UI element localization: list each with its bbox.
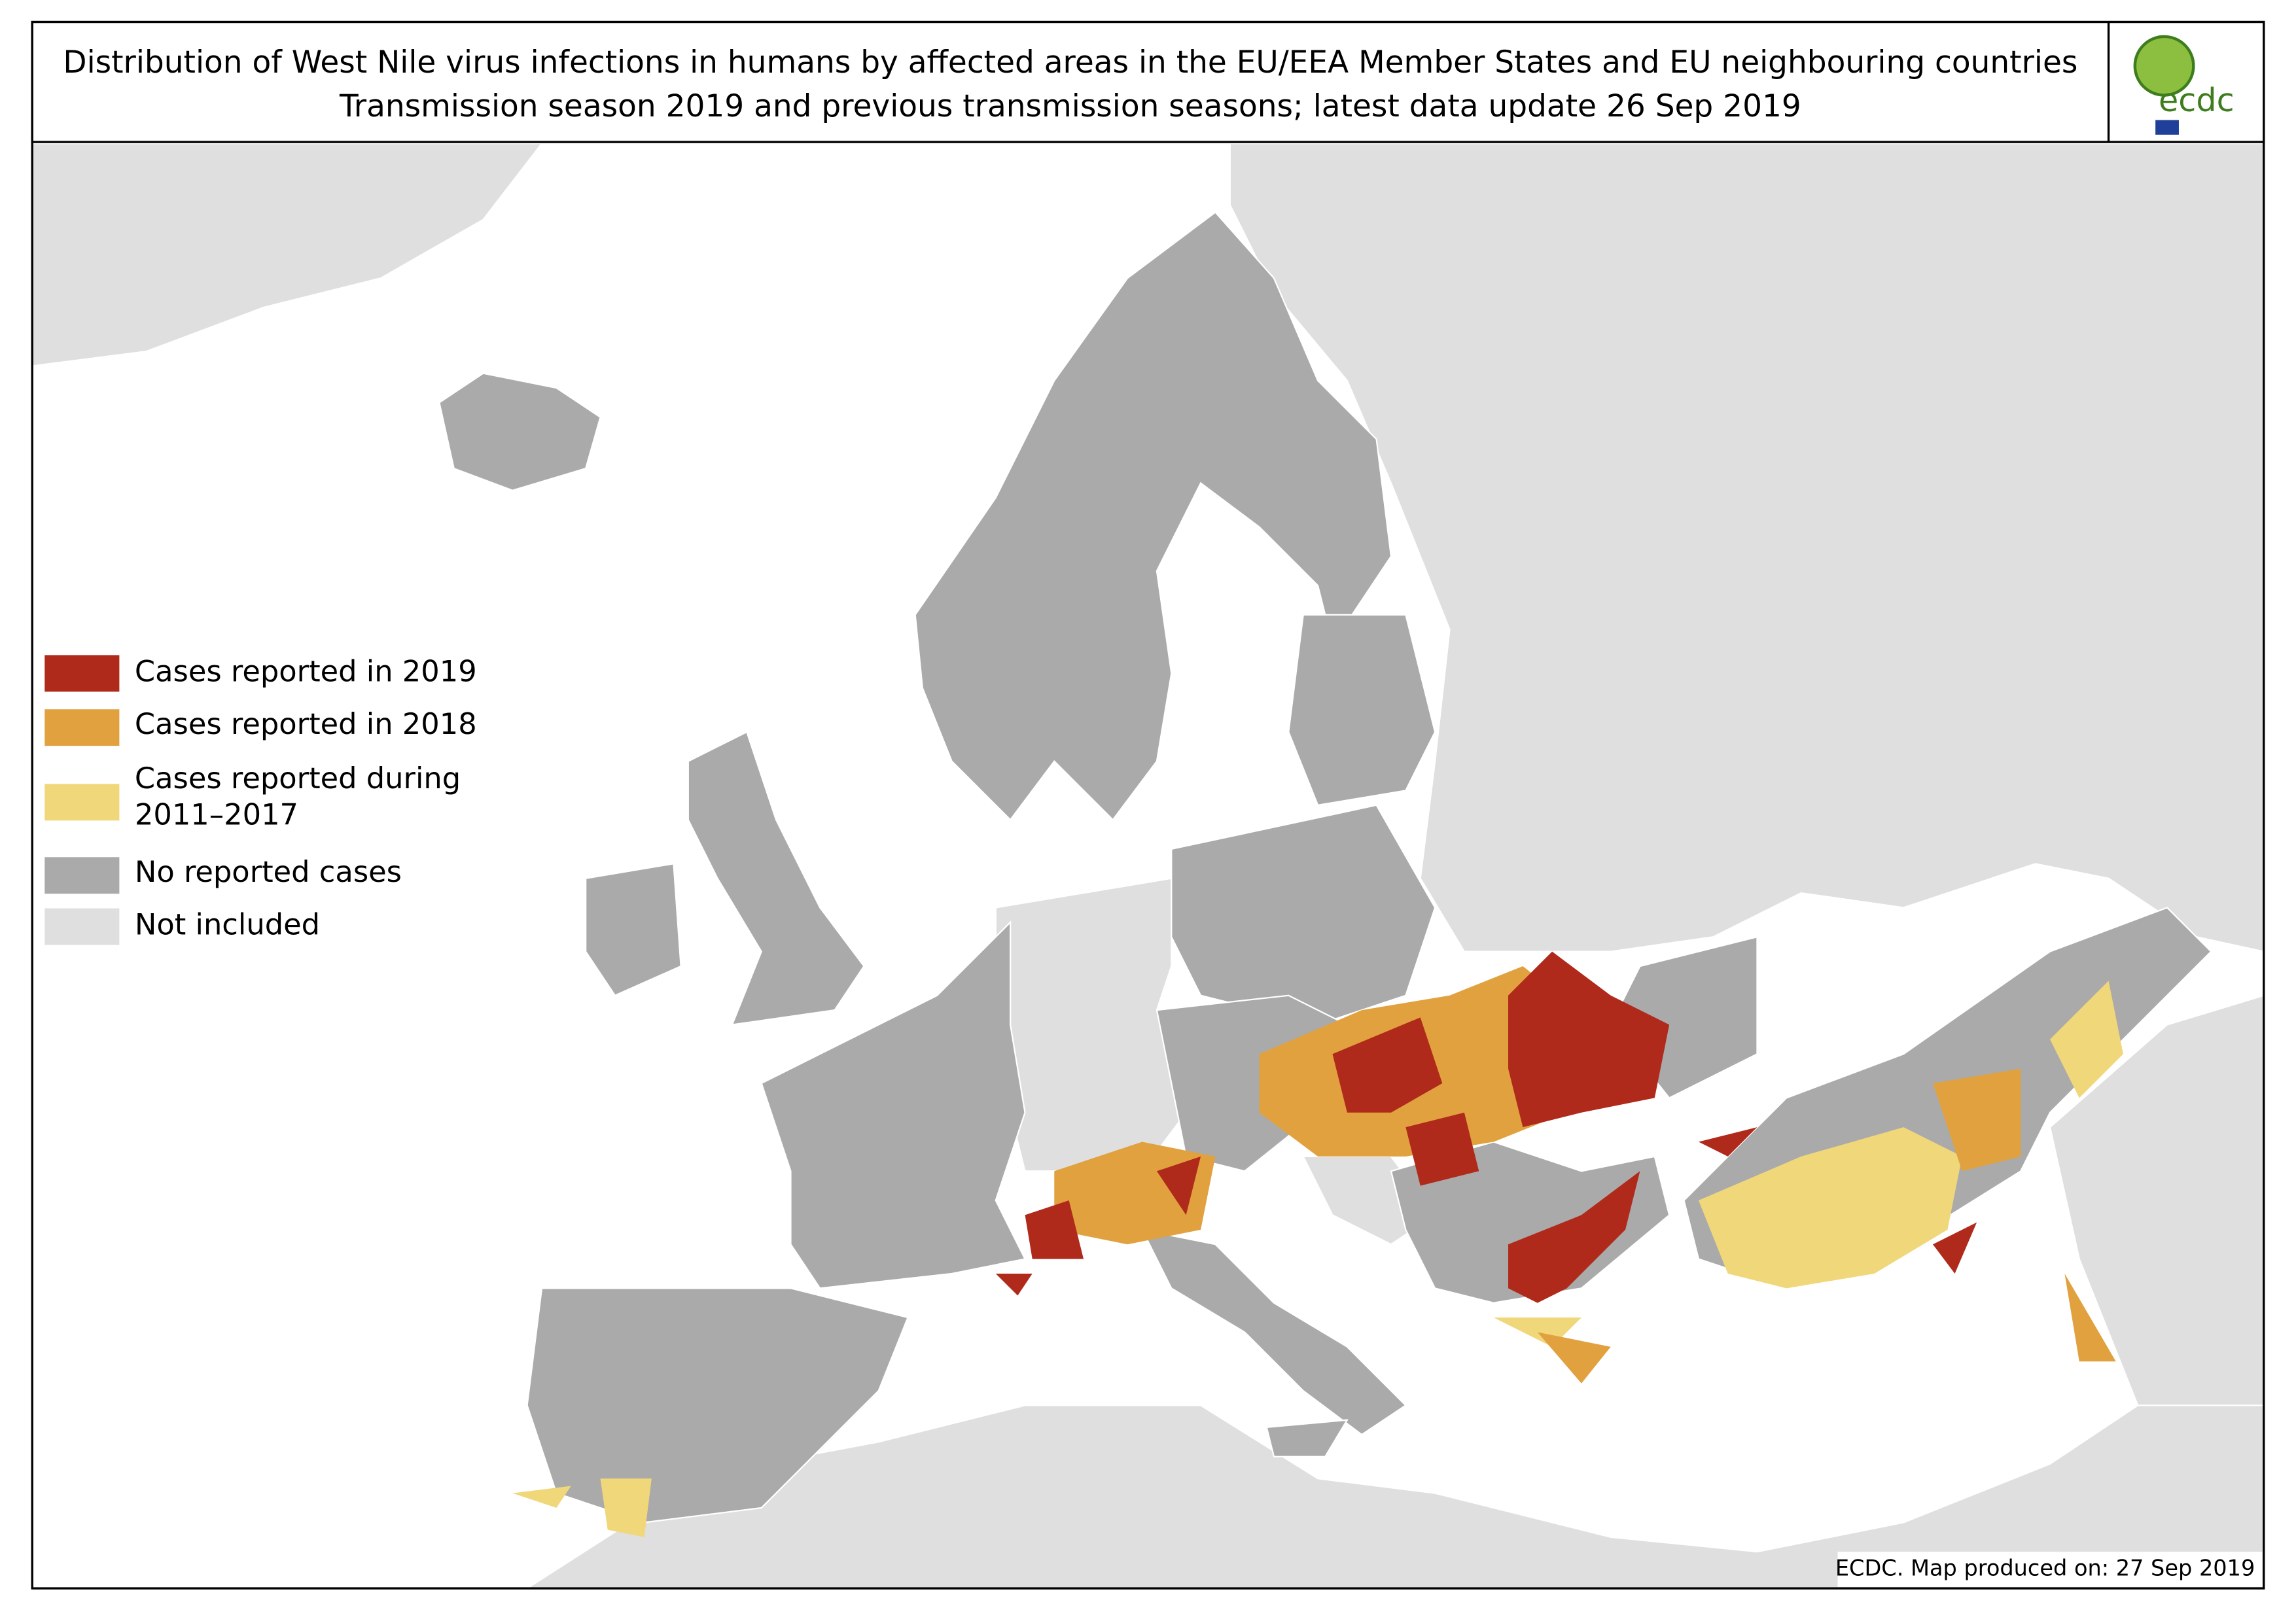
logo-text: ecdc — [2159, 81, 2234, 119]
germany-region — [995, 877, 1187, 1172]
iceland — [438, 372, 601, 491]
legend: Cases reported in 2019 Cases reported in … — [43, 654, 477, 947]
area-2011-2017 — [1698, 1127, 1962, 1289]
legend-label: Cases reported during — [135, 761, 461, 795]
greenland — [31, 143, 544, 367]
sicily — [1265, 1419, 1349, 1457]
legend-swatch — [43, 654, 121, 693]
logo-globe — [2133, 35, 2195, 97]
legend-swatch — [43, 782, 121, 822]
subtitle: Transmission season 2019 and previous tr… — [339, 88, 1801, 124]
france-benelux — [760, 920, 1027, 1289]
eu-flag — [2155, 120, 2179, 135]
legend-label: No reported cases — [135, 854, 402, 889]
header-box — [31, 20, 2265, 143]
balkans — [1390, 1141, 1670, 1304]
legend-label: Not included — [135, 907, 320, 942]
footer: ECDC. Map produced on: 27 Sep 2019 — [1835, 1556, 2255, 1581]
area-2018 — [1054, 1068, 2116, 1384]
area-2019 — [1332, 951, 1670, 1186]
iberia — [526, 1287, 910, 1524]
footer-box — [1837, 1552, 2263, 1587]
legend-label: Cases reported in 2018 — [135, 706, 477, 741]
baltics-finland-east — [1288, 614, 1436, 807]
title: Distribution of West Nile virus infectio… — [63, 44, 2077, 80]
legend-swatch — [43, 708, 121, 748]
legend-swatch — [43, 856, 121, 896]
legend-label: Cases reported in 2019 — [135, 654, 477, 688]
map — [31, 143, 2265, 1590]
scandinavia — [914, 211, 1392, 821]
legend-label: 2011–2017 — [135, 797, 298, 832]
legend-swatch — [43, 907, 121, 947]
uk — [687, 731, 865, 1026]
italy — [1140, 1229, 1407, 1436]
ireland — [585, 863, 682, 997]
